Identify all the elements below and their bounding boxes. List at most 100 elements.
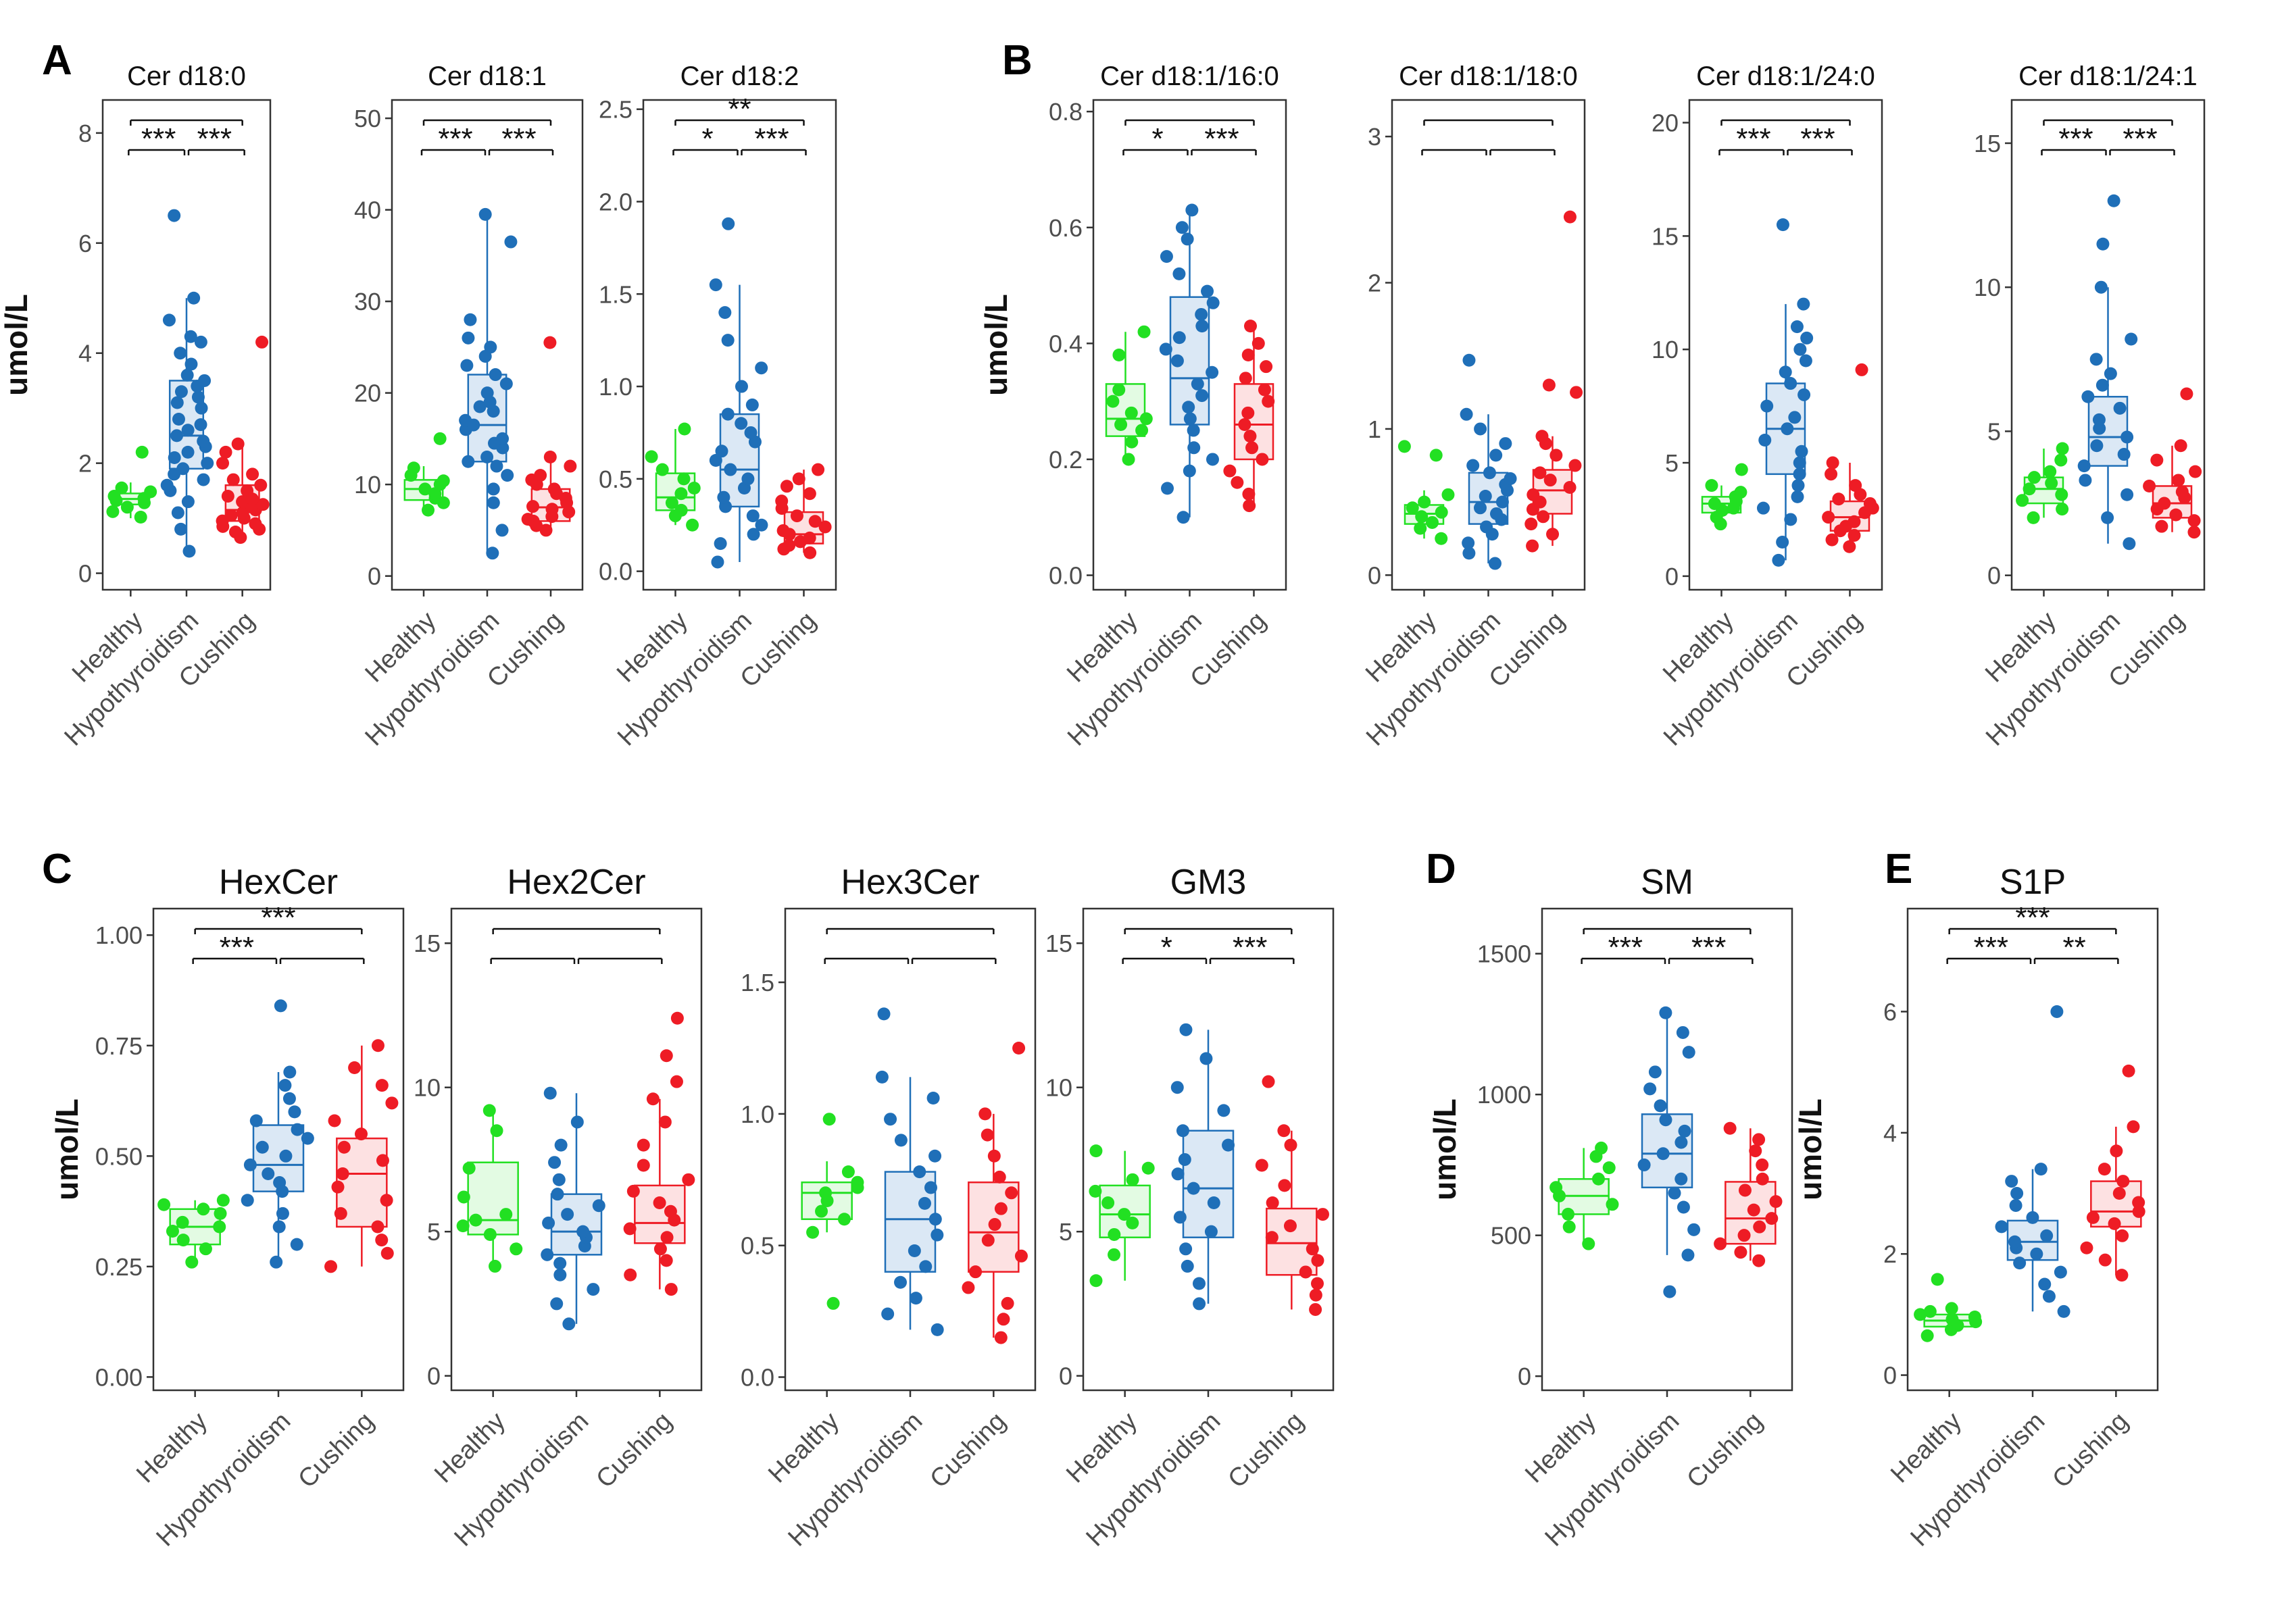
y-tick-label: 0.4 <box>1049 330 1083 357</box>
data-point <box>592 1199 605 1213</box>
data-point <box>2057 1304 2070 1318</box>
data-point <box>216 457 230 470</box>
y-axis-label: umol/L <box>978 294 1014 396</box>
significance-bracket: *** <box>2109 122 2175 155</box>
significance-label: *** <box>1974 931 2008 964</box>
data-point <box>2079 474 2092 487</box>
data-point <box>545 503 559 516</box>
y-tick-label: 1.0 <box>599 373 632 401</box>
data-point <box>981 1128 994 1142</box>
data-point <box>495 524 509 537</box>
data-point <box>1687 1223 1701 1236</box>
data-point <box>1206 365 1219 379</box>
data-point <box>1311 1254 1324 1267</box>
data-point <box>1137 325 1151 338</box>
data-point <box>1677 1200 1690 1214</box>
data-point <box>1204 1225 1218 1238</box>
data-point <box>931 1228 944 1242</box>
significance-label: *** <box>1608 931 1643 964</box>
data-point <box>2187 514 2201 528</box>
y-tick-label: 10 <box>354 471 381 499</box>
data-point <box>2090 439 2104 453</box>
data-point <box>534 469 547 482</box>
data-point <box>1170 354 1184 367</box>
data-point <box>1139 412 1153 426</box>
significance-label: *** <box>197 122 232 155</box>
data-point <box>808 515 822 528</box>
data-point <box>1256 453 1269 466</box>
significance-bracket <box>1423 119 1554 126</box>
data-point <box>1245 441 1259 455</box>
data-point <box>1191 377 1204 390</box>
data-point <box>1776 218 1789 232</box>
panel-letter: C <box>42 846 72 892</box>
box-group-cushing <box>775 463 832 559</box>
data-point <box>913 1165 926 1179</box>
data-point <box>166 1225 179 1238</box>
significance-bracket: * <box>672 122 739 155</box>
data-point <box>1678 1124 1691 1138</box>
data-point <box>894 1275 908 1289</box>
data-point <box>2080 1241 2093 1254</box>
data-point <box>241 484 254 497</box>
data-point <box>653 1242 667 1256</box>
data-point <box>2120 430 2134 444</box>
data-point <box>172 412 185 426</box>
data-point <box>2116 1229 2129 1242</box>
data-point <box>499 377 513 390</box>
data-point <box>1195 389 1209 403</box>
data-point <box>1675 1172 1688 1186</box>
data-point <box>1244 320 1258 333</box>
data-point <box>928 1213 942 1226</box>
data-point <box>550 1297 564 1311</box>
data-point <box>478 207 492 221</box>
box-group-cushing <box>216 335 270 544</box>
data-point <box>1797 297 1810 311</box>
data-point <box>2098 1253 2112 1267</box>
data-point <box>2054 1265 2067 1279</box>
y-tick-label: 2 <box>78 450 92 478</box>
data-point <box>909 1292 922 1305</box>
data-point <box>711 555 724 569</box>
data-point <box>1124 406 1138 420</box>
data-point <box>291 1123 304 1136</box>
data-point <box>1663 1285 1677 1298</box>
data-point <box>1637 1158 1651 1171</box>
data-point <box>184 357 198 371</box>
data-point <box>1181 232 1194 246</box>
data-point <box>380 1194 393 1207</box>
data-point <box>2096 237 2110 251</box>
box-group-cushing <box>962 1041 1028 1344</box>
data-point <box>2113 401 2127 415</box>
data-point <box>2175 485 2189 499</box>
significance-label: *** <box>1691 931 1726 964</box>
data-point <box>837 1213 851 1226</box>
data-point <box>552 1173 566 1186</box>
chart-title: Cer d18:2 <box>680 61 799 91</box>
data-point <box>1562 1220 1576 1234</box>
data-point <box>2125 332 2138 346</box>
data-point <box>2110 1144 2123 1158</box>
data-point <box>1681 1248 1695 1262</box>
data-point <box>486 547 499 560</box>
data-point <box>1005 1186 1018 1200</box>
significance-bracket <box>490 957 576 964</box>
data-point <box>489 1259 502 1273</box>
data-point <box>1488 557 1502 570</box>
significance-bracket <box>1124 119 1255 126</box>
data-point <box>1207 1196 1220 1209</box>
data-point <box>160 478 174 492</box>
data-point <box>1176 511 1190 524</box>
data-point <box>806 1225 820 1239</box>
data-point <box>1489 507 1503 520</box>
data-point <box>988 1218 1001 1232</box>
data-point <box>677 472 691 486</box>
data-point <box>469 1213 482 1227</box>
data-point <box>1460 407 1473 421</box>
data-point <box>1591 1172 1605 1186</box>
y-tick-label: 5 <box>1665 449 1679 477</box>
y-axis-label: umol/L <box>1427 1098 1462 1200</box>
data-point <box>1765 1212 1779 1225</box>
y-tick-label: 15 <box>1045 930 1072 957</box>
data-point <box>543 336 557 349</box>
